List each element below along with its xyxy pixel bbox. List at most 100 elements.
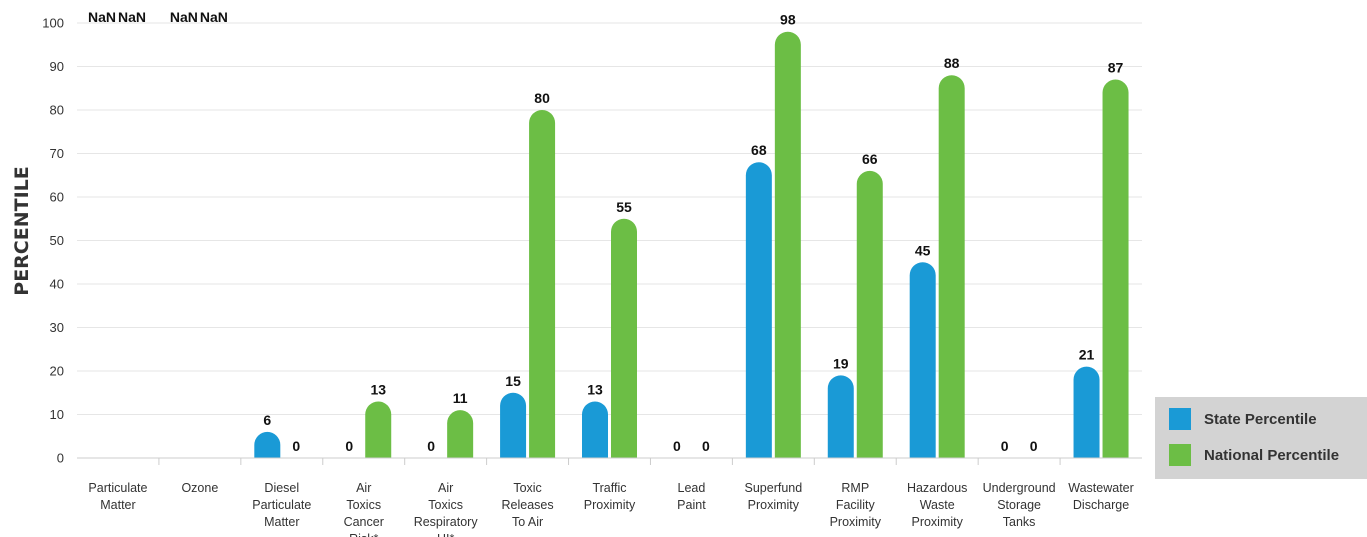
national-percentile-bar[interactable]	[447, 410, 474, 458]
legend-swatch-national	[1169, 444, 1191, 466]
national-percentile-bar[interactable]	[529, 110, 556, 459]
y-tick-label: 0	[57, 451, 64, 466]
state-percentile-bar[interactable]	[827, 375, 854, 458]
x-category-label: Hazardous Waste Proximity	[907, 481, 967, 529]
y-tick-label: 70	[50, 146, 64, 161]
legend-swatch-state	[1169, 408, 1191, 430]
y-tick-label: 50	[50, 233, 64, 248]
x-axis-categories: Particulate Matter Ozone Diesel Particulate M…	[88, 481, 1133, 537]
state-data-label: 45	[915, 242, 931, 258]
national-data-label: 87	[1108, 60, 1124, 76]
x-category-line: Air	[438, 481, 453, 495]
state-percentile-bar[interactable]	[582, 401, 608, 458]
state-data-label: 6	[263, 412, 271, 428]
y-tick-label: 90	[50, 59, 64, 74]
x-category-label: Superfund Proximity	[745, 481, 803, 512]
x-category-line: Diesel	[264, 481, 299, 495]
state-data-label: 13	[587, 381, 603, 397]
state-data-label: NaN	[170, 9, 198, 25]
state-data-label: 0	[1001, 438, 1009, 454]
x-category-label: Diesel Particulate Matter	[252, 481, 311, 529]
national-data-label: 11	[453, 390, 468, 406]
x-category-line: Hazardous	[907, 481, 967, 495]
x-category-label: Lead Paint	[677, 481, 706, 512]
national-data-label: 66	[862, 151, 878, 167]
legend-item-national[interactable]: National Percentile	[1169, 443, 1339, 467]
x-category-line: Ozone	[181, 481, 218, 495]
x-category-line: Proximity	[584, 498, 636, 512]
state-percentile-bar[interactable]	[254, 431, 281, 458]
x-category-line: Particulate	[88, 481, 147, 495]
legend-item-state[interactable]: State Percentile	[1169, 407, 1317, 431]
x-category-line: Underground	[983, 481, 1056, 495]
national-percentile-bar[interactable]	[774, 31, 801, 458]
x-category-line: Cancer	[344, 515, 384, 529]
x-category-line: Facility	[836, 498, 876, 512]
x-category-line: Proximity	[911, 515, 963, 529]
x-category-line: RMP	[841, 481, 869, 495]
national-percentile-bar[interactable]	[1102, 79, 1129, 459]
x-category-line: Waste	[920, 498, 955, 512]
y-tick-label: 20	[50, 364, 64, 379]
y-tick-label: 100	[42, 16, 64, 31]
national-data-label: 80	[534, 90, 550, 106]
x-category-line: Storage	[997, 498, 1041, 512]
national-percentile-bar[interactable]	[938, 75, 965, 458]
x-category-line: To Air	[512, 515, 543, 529]
x-category-line: Respiratory	[414, 515, 479, 529]
y-tick-label: 80	[50, 103, 64, 118]
national-percentile-bar[interactable]	[365, 401, 392, 458]
legend-label-state: State Percentile	[1204, 410, 1317, 428]
national-percentile-bar[interactable]	[611, 218, 637, 458]
national-data-label: 98	[780, 12, 796, 28]
state-data-label: 0	[673, 438, 681, 454]
y-tick-label: 40	[50, 277, 64, 292]
chart-legend: State Percentile National Percentile	[1155, 397, 1367, 479]
x-category-label: Wastewater Discharge	[1068, 481, 1134, 512]
x-category-line: Risk*	[349, 532, 378, 537]
x-category-line: Toxic	[513, 481, 541, 495]
national-data-label: NaN	[118, 9, 146, 25]
national-data-label: NaN	[200, 9, 228, 25]
y-axis-title: PERCENTILE	[11, 166, 33, 295]
x-category-line: Releases	[502, 498, 554, 512]
x-category-label: Particulate Matter	[88, 481, 147, 512]
state-data-label: 0	[427, 438, 435, 454]
state-percentile-bar[interactable]	[909, 262, 936, 458]
y-tick-label: 60	[50, 190, 64, 205]
state-percentile-bar[interactable]	[745, 162, 772, 458]
state-percentile-bar[interactable]	[500, 392, 527, 458]
x-category-line: Proximity	[748, 498, 800, 512]
state-percentile-bar[interactable]	[1073, 366, 1100, 458]
state-data-label: NaN	[88, 9, 116, 25]
y-tick-label: 10	[50, 407, 64, 422]
state-data-label: 15	[505, 373, 521, 389]
legend-label-national: National Percentile	[1204, 446, 1340, 464]
national-percentile-bar[interactable]	[856, 170, 883, 458]
x-category-label: Traffic Proximity	[584, 481, 636, 512]
x-category-line: Air	[356, 481, 371, 495]
x-category-line: Proximity	[830, 515, 882, 529]
x-category-line: Matter	[264, 515, 299, 529]
national-data-label: 55	[616, 199, 632, 215]
y-axis-ticks: 0 10 20 30 40 50 60 70 80 90 100	[42, 16, 64, 466]
x-category-line: Superfund	[745, 481, 803, 495]
state-data-label: 68	[751, 142, 767, 158]
national-data-label: 13	[370, 381, 386, 397]
x-category-line: HI*	[437, 532, 455, 537]
x-category-line: Lead	[678, 481, 706, 495]
national-data-label: 0	[702, 438, 710, 454]
gridlines	[77, 22, 1142, 465]
national-data-label: 0	[1030, 438, 1038, 454]
x-category-line: Particulate	[252, 498, 311, 512]
x-category-line: Matter	[100, 498, 135, 512]
bars	[254, 31, 1129, 459]
x-category-label: Ozone	[181, 481, 218, 495]
x-category-line: Paint	[677, 498, 706, 512]
state-data-label: 21	[1079, 347, 1095, 363]
y-tick-label: 30	[50, 320, 64, 335]
national-data-label: 88	[944, 55, 960, 71]
state-data-label: 0	[345, 438, 353, 454]
x-category-line: Traffic	[592, 481, 626, 495]
